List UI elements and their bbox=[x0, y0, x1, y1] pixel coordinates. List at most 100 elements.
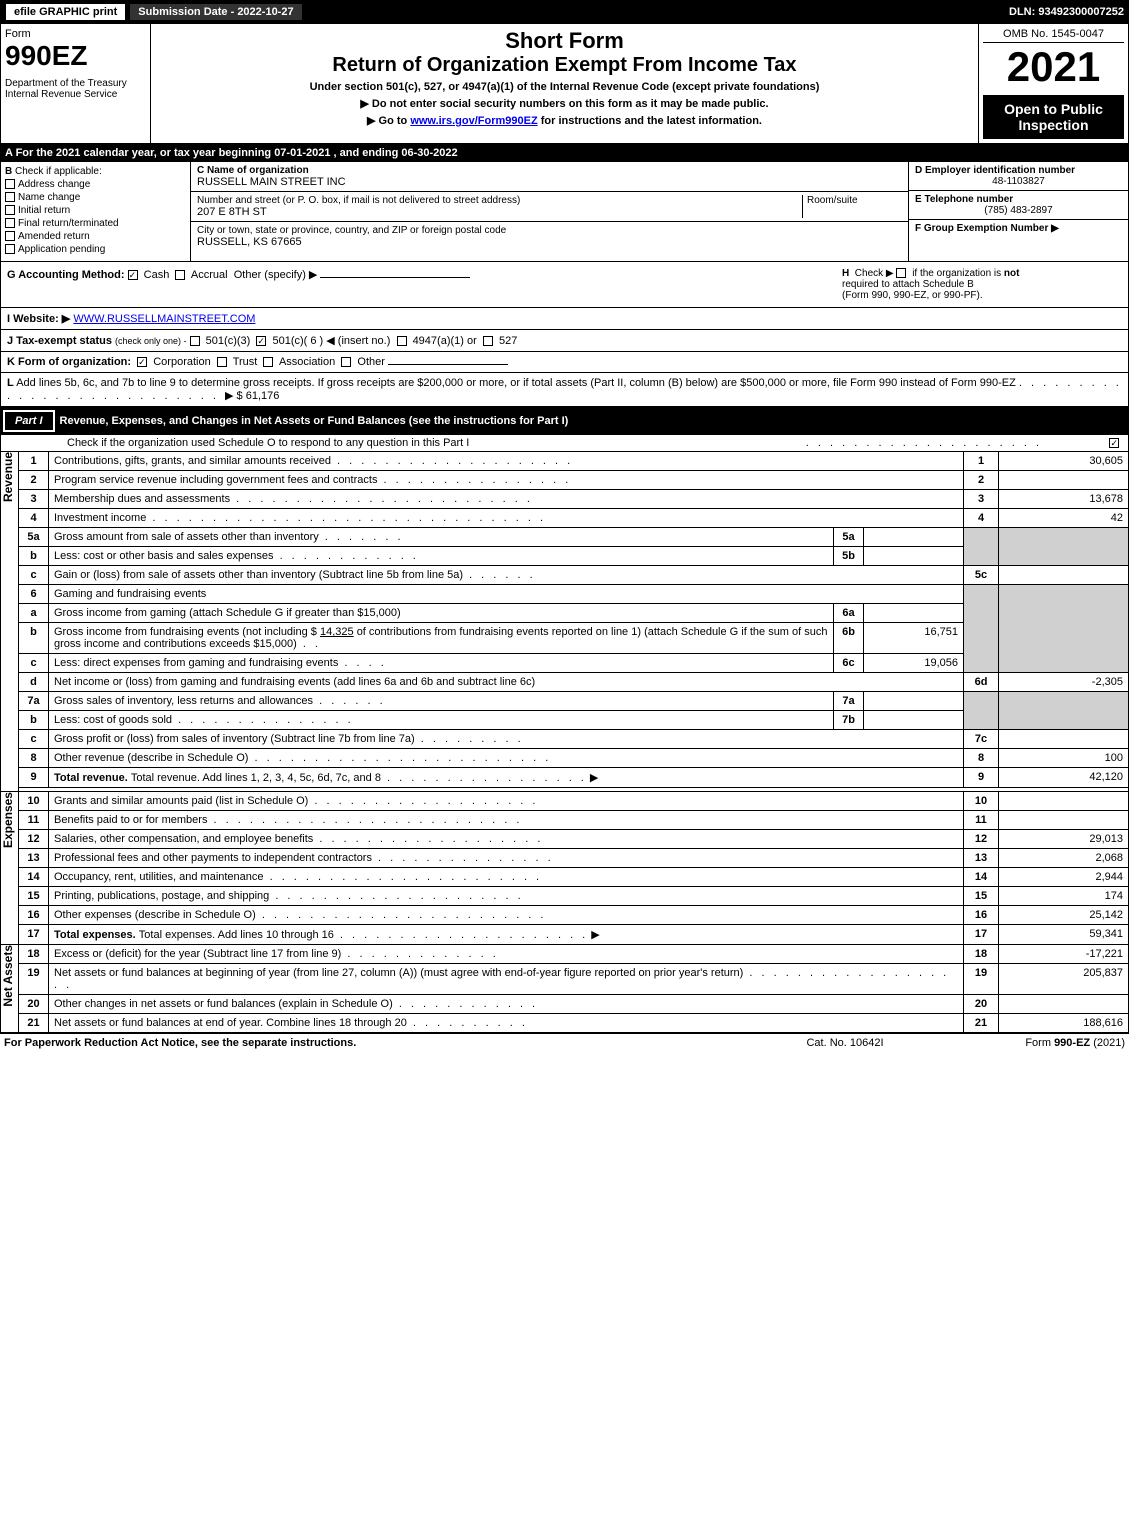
check-cash[interactable] bbox=[128, 270, 138, 280]
short-form-title: Short Form bbox=[155, 28, 974, 54]
check-other-org[interactable] bbox=[341, 357, 351, 367]
header-center: Short Form Return of Organization Exempt… bbox=[151, 24, 978, 143]
revenue-label: Revenue bbox=[1, 452, 15, 502]
return-title: Return of Organization Exempt From Incom… bbox=[155, 54, 974, 77]
schedule-o-check-line: Check if the organization used Schedule … bbox=[0, 435, 1129, 452]
row-g-h: G Accounting Method: Cash Accrual Other … bbox=[0, 262, 1129, 308]
check-address-change[interactable]: Address change bbox=[5, 179, 186, 190]
line-10-value bbox=[999, 792, 1129, 811]
dln-label: DLN: 93492300007252 bbox=[1009, 6, 1124, 18]
form-header: Form 990EZ Department of the Treasury In… bbox=[0, 24, 1129, 144]
form-number: 990EZ bbox=[5, 40, 146, 72]
line-11-value bbox=[999, 811, 1129, 830]
section-c: C Name of organization RUSSELL MAIN STRE… bbox=[191, 162, 908, 261]
group-exemption-label: F Group Exemption Number ▶ bbox=[915, 223, 1059, 234]
dept-treasury: Department of the Treasury bbox=[5, 78, 146, 89]
org-street: 207 E 8TH ST bbox=[197, 206, 802, 218]
website-link[interactable]: WWW.RUSSELLMAINSTREET.COM bbox=[73, 313, 255, 325]
goto-instructions: ▶ Go to www.irs.gov/Form990EZ for instru… bbox=[155, 114, 974, 127]
check-schedule-o[interactable] bbox=[1109, 438, 1119, 448]
line-17-value: 59,341 bbox=[999, 925, 1129, 945]
line-19-value: 205,837 bbox=[999, 964, 1129, 995]
check-corporation[interactable] bbox=[137, 357, 147, 367]
line-6a-value bbox=[864, 604, 964, 623]
line-7b-value bbox=[864, 711, 964, 730]
other-org-input[interactable] bbox=[388, 364, 508, 365]
line-18-value: -17,221 bbox=[999, 945, 1129, 964]
check-trust[interactable] bbox=[217, 357, 227, 367]
line-15-value: 174 bbox=[999, 887, 1129, 906]
line-5c-value bbox=[999, 566, 1129, 585]
omb-number: OMB No. 1545-0047 bbox=[983, 28, 1124, 43]
row-g: G Accounting Method: Cash Accrual Other … bbox=[7, 268, 842, 301]
line-6c-value: 19,056 bbox=[864, 654, 964, 673]
room-suite-label: Room/suite bbox=[802, 195, 902, 218]
header-left: Form 990EZ Department of the Treasury In… bbox=[1, 24, 151, 143]
section-b: B Check if applicable: Address change Na… bbox=[1, 162, 191, 261]
footer-form-ref: Form 990-EZ (2021) bbox=[945, 1037, 1125, 1049]
topbar: efile GRAPHIC print Submission Date - 20… bbox=[0, 0, 1129, 24]
line-6b-value: 16,751 bbox=[864, 623, 964, 654]
gross-receipts-amount: ▶ $ 61,176 bbox=[225, 390, 279, 402]
line-5b-value bbox=[864, 547, 964, 566]
line-6d-value: -2,305 bbox=[999, 673, 1129, 692]
row-k: K Form of organization: Corporation Trus… bbox=[0, 352, 1129, 373]
check-initial-return[interactable]: Initial return bbox=[5, 205, 186, 216]
line-12-value: 29,013 bbox=[999, 830, 1129, 849]
submission-date: Submission Date - 2022-10-27 bbox=[130, 4, 301, 20]
section-b-c-d: B Check if applicable: Address change Na… bbox=[0, 162, 1129, 262]
line-1-value: 30,605 bbox=[999, 452, 1129, 471]
check-501c[interactable] bbox=[256, 336, 266, 346]
under-section: Under section 501(c), 527, or 4947(a)(1)… bbox=[155, 81, 974, 93]
org-name: RUSSELL MAIN STREET INC bbox=[197, 176, 902, 188]
ein: 48-1103827 bbox=[915, 176, 1122, 187]
line-7a-value bbox=[864, 692, 964, 711]
expenses-label: Expenses bbox=[1, 792, 15, 848]
open-public-badge: Open to Public Inspection bbox=[983, 95, 1124, 139]
line-14-value: 2,944 bbox=[999, 868, 1129, 887]
line-2-value bbox=[999, 471, 1129, 490]
check-accrual[interactable] bbox=[175, 270, 185, 280]
netassets-label: Net Assets bbox=[1, 945, 15, 1007]
check-4947[interactable] bbox=[397, 336, 407, 346]
other-specify-input[interactable] bbox=[320, 277, 470, 278]
check-name-change[interactable]: Name change bbox=[5, 192, 186, 203]
line-21-value: 188,616 bbox=[999, 1014, 1129, 1033]
form-label: Form bbox=[5, 28, 146, 40]
line-7c-value bbox=[999, 730, 1129, 749]
telephone: (785) 483-2897 bbox=[915, 205, 1122, 216]
part-i-label: Part I bbox=[3, 410, 55, 432]
line-9-value: 42,120 bbox=[999, 768, 1129, 788]
section-d-e-f: D Employer identification number 48-1103… bbox=[908, 162, 1128, 261]
check-schedule-b[interactable] bbox=[896, 268, 906, 278]
part-i-title: Revenue, Expenses, and Changes in Net As… bbox=[57, 412, 1128, 430]
check-application-pending[interactable]: Application pending bbox=[5, 244, 186, 255]
line-20-value bbox=[999, 995, 1129, 1014]
footer-catno: Cat. No. 10642I bbox=[745, 1037, 945, 1049]
ssn-warning: ▶ Do not enter social security numbers o… bbox=[155, 97, 974, 110]
page-footer: For Paperwork Reduction Act Notice, see … bbox=[0, 1033, 1129, 1052]
check-501c3[interactable] bbox=[190, 336, 200, 346]
irs-link[interactable]: www.irs.gov/Form990EZ bbox=[410, 115, 537, 127]
row-h: H Check ▶ if the organization is not req… bbox=[842, 268, 1122, 301]
line-5a-value bbox=[864, 528, 964, 547]
row-i: I Website: ▶ WWW.RUSSELLMAINSTREET.COM bbox=[0, 308, 1129, 330]
line-16-value: 25,142 bbox=[999, 906, 1129, 925]
check-527[interactable] bbox=[483, 336, 493, 346]
line-4-value: 42 bbox=[999, 509, 1129, 528]
line-8-value: 100 bbox=[999, 749, 1129, 768]
row-j: J Tax-exempt status (check only one) - 5… bbox=[0, 330, 1129, 352]
check-association[interactable] bbox=[263, 357, 273, 367]
tax-year: 2021 bbox=[983, 43, 1124, 91]
check-amended-return[interactable]: Amended return bbox=[5, 231, 186, 242]
org-city: RUSSELL, KS 67665 bbox=[197, 236, 902, 248]
check-final-return[interactable]: Final return/terminated bbox=[5, 218, 186, 229]
irs-label: Internal Revenue Service bbox=[5, 89, 146, 100]
header-right: OMB No. 1545-0047 2021 Open to Public In… bbox=[978, 24, 1128, 143]
footer-notice: For Paperwork Reduction Act Notice, see … bbox=[4, 1037, 745, 1049]
row-l: L Add lines 5b, 6c, and 7b to line 9 to … bbox=[0, 373, 1129, 407]
part-i-table: Revenue 1 Contributions, gifts, grants, … bbox=[0, 452, 1129, 1033]
line-3-value: 13,678 bbox=[999, 490, 1129, 509]
efile-print-button[interactable]: efile GRAPHIC print bbox=[5, 3, 126, 21]
part-i-header: Part I Revenue, Expenses, and Changes in… bbox=[0, 407, 1129, 435]
